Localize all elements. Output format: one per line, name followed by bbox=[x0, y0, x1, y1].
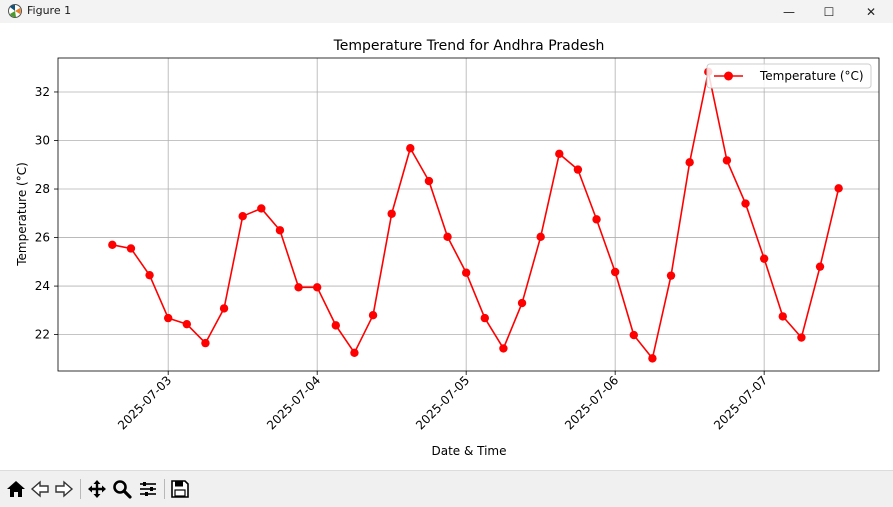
x-tick-label: 2025-07-05 bbox=[413, 373, 472, 432]
plot-canvas[interactable]: 2025-07-03 2025-07-04 2025-07-05 2025-07-06… bbox=[0, 23, 893, 470]
y-tick-label: 28 bbox=[35, 182, 50, 196]
save-button[interactable] bbox=[168, 477, 192, 501]
x-tick-label: 2025-07-04 bbox=[264, 373, 323, 432]
data-point bbox=[722, 156, 732, 165]
chart-title: Temperature Trend for Andhra Pradesh bbox=[333, 38, 605, 54]
maximize-icon: ☐ bbox=[823, 4, 835, 19]
data-point bbox=[443, 232, 452, 242]
pan-button[interactable] bbox=[85, 477, 109, 501]
data-point bbox=[536, 232, 545, 242]
data-point bbox=[238, 211, 247, 221]
y-tick-label: 32 bbox=[35, 85, 50, 99]
legend-entry-label: Temperature (°C) bbox=[759, 69, 864, 83]
x-tick-label: 2025-07-03 bbox=[115, 373, 174, 432]
configure-subplots-button[interactable] bbox=[136, 477, 160, 501]
home-button[interactable] bbox=[4, 477, 28, 501]
back-arrow-icon bbox=[30, 480, 49, 498]
pan-move-icon bbox=[88, 480, 106, 498]
y-axis-ticks: 22 24 26 28 30 32 bbox=[35, 85, 58, 342]
data-point bbox=[778, 312, 787, 321]
temperature-line-chart: 2025-07-03 2025-07-04 2025-07-05 2025-07-06… bbox=[15, 38, 880, 458]
legend-marker-swatch bbox=[724, 71, 733, 81]
zoom-magnifier-icon bbox=[113, 480, 132, 499]
data-point bbox=[257, 204, 266, 213]
home-icon bbox=[7, 481, 25, 497]
data-point bbox=[499, 344, 508, 353]
data-point bbox=[368, 310, 378, 320]
data-point bbox=[201, 338, 210, 348]
data-point bbox=[629, 330, 638, 340]
title-bar[interactable]: Figure 1 — ☐ ✕ bbox=[0, 0, 893, 23]
data-point bbox=[387, 209, 396, 218]
data-point bbox=[275, 226, 285, 235]
series-line-layer bbox=[112, 71, 840, 360]
minimize-icon: — bbox=[783, 4, 795, 19]
data-point bbox=[648, 354, 657, 363]
x-axis-ticks: 2025-07-03 2025-07-04 2025-07-05 2025-07-06… bbox=[115, 371, 770, 432]
y-tick-label: 22 bbox=[35, 328, 50, 342]
save-floppy-icon bbox=[171, 480, 189, 498]
forward-button[interactable] bbox=[52, 477, 76, 501]
data-point bbox=[741, 199, 750, 208]
y-tick-label: 26 bbox=[35, 231, 50, 245]
data-point bbox=[480, 313, 489, 323]
data-point bbox=[219, 304, 229, 313]
data-point bbox=[331, 321, 341, 330]
data-point bbox=[312, 283, 322, 292]
data-point bbox=[182, 319, 192, 329]
zoom-button[interactable] bbox=[110, 477, 134, 501]
y-tick-label: 24 bbox=[35, 279, 50, 293]
legend: Temperature (°C) bbox=[706, 63, 872, 89]
temperature-series-line bbox=[112, 71, 840, 360]
data-point bbox=[406, 144, 415, 153]
toolbar-separator bbox=[164, 479, 165, 499]
data-point bbox=[815, 262, 825, 271]
configure-subplots-icon bbox=[140, 482, 156, 496]
legend-box bbox=[706, 63, 872, 89]
window-title: Figure 1 bbox=[27, 4, 72, 17]
data-point bbox=[666, 271, 676, 280]
data-markers bbox=[108, 67, 843, 363]
data-point bbox=[126, 244, 136, 253]
data-point bbox=[759, 254, 769, 263]
data-point bbox=[610, 267, 620, 277]
toolbar-separator bbox=[80, 479, 81, 499]
data-point bbox=[108, 240, 117, 250]
x-tick-label: 2025-07-07 bbox=[711, 373, 770, 432]
axes-frame bbox=[57, 57, 880, 372]
navigation-toolbar bbox=[0, 470, 893, 507]
data-point bbox=[163, 313, 173, 323]
data-point bbox=[145, 270, 154, 280]
data-point bbox=[517, 298, 527, 308]
data-point bbox=[461, 268, 471, 277]
grid-lines bbox=[58, 58, 879, 371]
data-point bbox=[424, 176, 434, 186]
x-tick-label: 2025-07-06 bbox=[562, 373, 621, 432]
minimize-button[interactable]: — bbox=[769, 0, 809, 23]
maximize-button[interactable]: ☐ bbox=[809, 0, 849, 23]
data-point bbox=[685, 158, 694, 167]
y-tick-label: 30 bbox=[35, 133, 50, 147]
close-button[interactable]: ✕ bbox=[851, 0, 891, 23]
y-axis-label: Temperature (°C) bbox=[15, 162, 29, 267]
data-point bbox=[592, 215, 601, 224]
data-point bbox=[294, 283, 303, 292]
data-point bbox=[555, 149, 564, 159]
data-point bbox=[573, 165, 583, 174]
data-point bbox=[797, 333, 806, 342]
data-point bbox=[834, 184, 843, 193]
matplotlib-figure-icon bbox=[8, 4, 22, 18]
forward-arrow-icon bbox=[55, 480, 74, 498]
back-button[interactable] bbox=[28, 477, 52, 501]
close-icon: ✕ bbox=[865, 4, 877, 19]
x-axis-label: Date & Time bbox=[431, 444, 506, 458]
data-point bbox=[350, 348, 359, 358]
